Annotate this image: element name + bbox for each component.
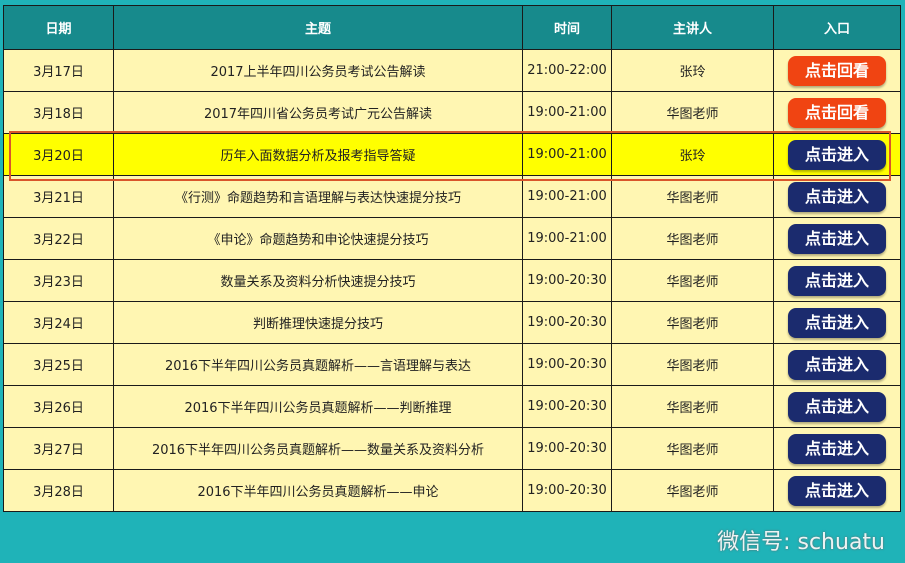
- speaker-cell: 张玲: [611, 49, 774, 92]
- table-row: 3月21日 《行测》命题趋势和言语理解与表达快速提分技巧 19:00-21:00…: [3, 175, 901, 218]
- time-cell: 19:00-21:00: [522, 91, 612, 134]
- speaker-cell: 张玲: [611, 133, 774, 176]
- entry-cell: 点击进入: [773, 259, 901, 302]
- speaker-cell: 华图老师: [611, 385, 774, 428]
- entry-cell: 点击进入: [773, 217, 901, 260]
- table-row: 3月20日 历年入面数据分析及报考指导答疑 19:00-21:00 张玲 点击进…: [3, 133, 901, 176]
- header-date: 日期: [3, 5, 114, 50]
- entry-cell: 点击进入: [773, 343, 901, 386]
- table-row: 3月22日 《申论》命题趋势和申论快速提分技巧 19:00-21:00 华图老师…: [3, 217, 901, 260]
- time-cell: 19:00-20:30: [522, 427, 612, 470]
- date-cell: 3月17日: [3, 49, 114, 92]
- watermark: 微信号: schuatu: [717, 530, 885, 555]
- date-cell: 3月21日: [3, 175, 114, 218]
- header-time: 时间: [522, 5, 612, 50]
- time-cell: 19:00-21:00: [522, 133, 612, 176]
- topic-cell: 2017年四川省公务员考试广元公告解读: [113, 91, 523, 134]
- speaker-cell: 华图老师: [611, 175, 774, 218]
- time-cell: 21:00-22:00: [522, 49, 612, 92]
- topic-cell: 2017上半年四川公务员考试公告解读: [113, 49, 523, 92]
- speaker-cell: 华图老师: [611, 301, 774, 344]
- time-cell: 19:00-20:30: [522, 343, 612, 386]
- entry-cell: 点击回看: [773, 91, 901, 134]
- speaker-cell: 华图老师: [611, 427, 774, 470]
- time-cell: 19:00-21:00: [522, 175, 612, 218]
- entry-cell: 点击进入: [773, 427, 901, 470]
- entry-cell: 点击进入: [773, 175, 901, 218]
- time-cell: 19:00-20:30: [522, 259, 612, 302]
- time-cell: 19:00-20:30: [522, 385, 612, 428]
- enter-button[interactable]: 点击进入: [788, 433, 886, 464]
- date-cell: 3月22日: [3, 217, 114, 260]
- enter-button[interactable]: 点击进入: [788, 223, 886, 254]
- header-topic: 主题: [113, 5, 523, 50]
- time-cell: 19:00-20:30: [522, 301, 612, 344]
- table-row: 3月27日 2016下半年四川公务员真题解析——数量关系及资料分析 19:00-…: [3, 427, 901, 470]
- time-cell: 19:00-21:00: [522, 217, 612, 260]
- table-row: 3月18日 2017年四川省公务员考试广元公告解读 19:00-21:00 华图…: [3, 91, 901, 134]
- topic-cell: 2016下半年四川公务员真题解析——言语理解与表达: [113, 343, 523, 386]
- topic-cell: 判断推理快速提分技巧: [113, 301, 523, 344]
- speaker-cell: 华图老师: [611, 343, 774, 386]
- date-cell: 3月18日: [3, 91, 114, 134]
- replay-button[interactable]: 点击回看: [788, 55, 886, 86]
- enter-button[interactable]: 点击进入: [788, 139, 886, 170]
- entry-cell: 点击进入: [773, 301, 901, 344]
- topic-cell: 2016下半年四川公务员真题解析——判断推理: [113, 385, 523, 428]
- enter-button[interactable]: 点击进入: [788, 307, 886, 338]
- table-row: 3月24日 判断推理快速提分技巧 19:00-20:30 华图老师 点击进入: [3, 301, 901, 344]
- entry-cell: 点击进入: [773, 469, 901, 512]
- topic-cell: 2016下半年四川公务员真题解析——申论: [113, 469, 523, 512]
- header-row: 日期 主题 时间 主讲人 入口: [3, 5, 901, 50]
- table-row: 3月23日 数量关系及资料分析快速提分技巧 19:00-20:30 华图老师 点…: [3, 259, 901, 302]
- date-cell: 3月24日: [3, 301, 114, 344]
- time-cell: 19:00-20:30: [522, 469, 612, 512]
- header-speaker: 主讲人: [611, 5, 774, 50]
- date-cell: 3月28日: [3, 469, 114, 512]
- date-cell: 3月20日: [3, 133, 114, 176]
- enter-button[interactable]: 点击进入: [788, 181, 886, 212]
- header-entry: 入口: [773, 5, 901, 50]
- table-row: 3月17日 2017上半年四川公务员考试公告解读 21:00-22:00 张玲 …: [3, 49, 901, 92]
- topic-cell: 历年入面数据分析及报考指导答疑: [113, 133, 523, 176]
- speaker-cell: 华图老师: [611, 217, 774, 260]
- date-cell: 3月25日: [3, 343, 114, 386]
- schedule-table: 日期 主题 时间 主讲人 入口 3月17日 2017上半年四川公务员考试公告解读…: [3, 5, 901, 512]
- speaker-cell: 华图老师: [611, 91, 774, 134]
- entry-cell: 点击回看: [773, 49, 901, 92]
- topic-cell: 《申论》命题趋势和申论快速提分技巧: [113, 217, 523, 260]
- enter-button[interactable]: 点击进入: [788, 265, 886, 296]
- enter-button[interactable]: 点击进入: [788, 475, 886, 506]
- enter-button[interactable]: 点击进入: [788, 349, 886, 380]
- table-row: 3月25日 2016下半年四川公务员真题解析——言语理解与表达 19:00-20…: [3, 343, 901, 386]
- table-row: 3月28日 2016下半年四川公务员真题解析——申论 19:00-20:30 华…: [3, 469, 901, 512]
- enter-button[interactable]: 点击进入: [788, 391, 886, 422]
- date-cell: 3月23日: [3, 259, 114, 302]
- replay-button[interactable]: 点击回看: [788, 97, 886, 128]
- entry-cell: 点击进入: [773, 133, 901, 176]
- table-row: 3月26日 2016下半年四川公务员真题解析——判断推理 19:00-20:30…: [3, 385, 901, 428]
- date-cell: 3月27日: [3, 427, 114, 470]
- entry-cell: 点击进入: [773, 385, 901, 428]
- speaker-cell: 华图老师: [611, 469, 774, 512]
- topic-cell: 数量关系及资料分析快速提分技巧: [113, 259, 523, 302]
- speaker-cell: 华图老师: [611, 259, 774, 302]
- date-cell: 3月26日: [3, 385, 114, 428]
- topic-cell: 《行测》命题趋势和言语理解与表达快速提分技巧: [113, 175, 523, 218]
- topic-cell: 2016下半年四川公务员真题解析——数量关系及资料分析: [113, 427, 523, 470]
